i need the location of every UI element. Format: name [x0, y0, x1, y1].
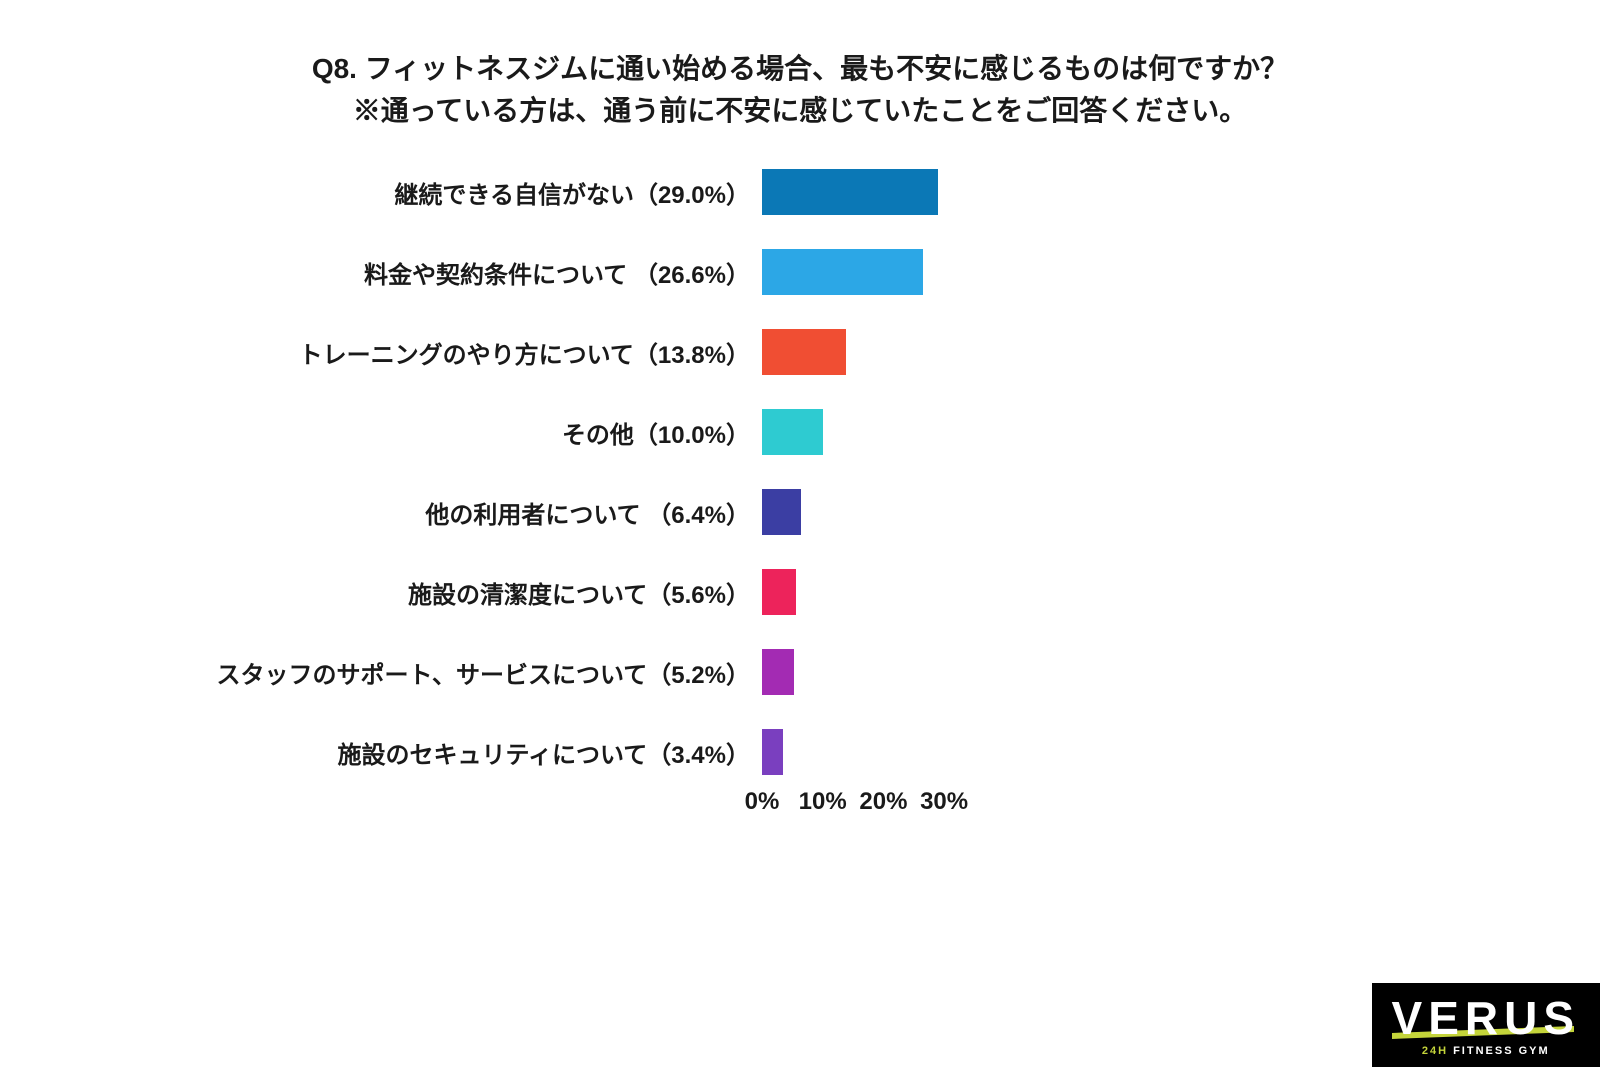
bar-label: 施設のセキュリティについて（3.4%）: [10, 735, 750, 770]
x-tick: 0%: [745, 788, 780, 816]
x-axis: 0%10%20%30%: [762, 788, 1002, 828]
chart-row: 施設のセキュリティについて（3.4%）: [0, 728, 1000, 776]
bar: [762, 729, 783, 775]
bar-label: 継続できる自信がない（29.0%）: [10, 175, 750, 210]
bar: [762, 569, 796, 615]
logo-letters: VERUS: [1392, 992, 1580, 1044]
chart-row: スタッフのサポート、サービスについて（5.2%）: [0, 648, 1000, 696]
bar: [762, 329, 846, 375]
logo-sub-accent: 24H: [1422, 1045, 1448, 1057]
chart-title: Q8. フィットネスジムに通い始める場合、最も不安に感じるものは何ですか？ ※通…: [0, 0, 1600, 132]
logo-wordmark: VERUS: [1392, 995, 1580, 1041]
chart-row: トレーニングのやり方について（13.8%）: [0, 328, 1000, 376]
bar: [762, 169, 938, 215]
bar: [762, 489, 801, 535]
x-tick: 20%: [859, 788, 907, 816]
chart-row: その他（10.0%）: [0, 408, 1000, 456]
bar-label: 施設の清潔度について（5.6%）: [10, 575, 750, 610]
bar: [762, 409, 823, 455]
bar-label: スタッフのサポート、サービスについて（5.2%）: [10, 655, 750, 690]
bar: [762, 649, 794, 695]
x-tick: 30%: [920, 788, 968, 816]
title-line-1: Q8. フィットネスジムに通い始める場合、最も不安に感じるものは何ですか？: [0, 48, 1600, 90]
bar-label: 料金や契約条件について （26.6%）: [10, 255, 750, 290]
brand-logo: VERUS 24H FITNESS GYM: [1372, 983, 1600, 1067]
title-line-2: ※通っている方は、通う前に不安に感じていたことをご回答ください。: [0, 90, 1600, 132]
chart-row: 施設の清潔度について（5.6%）: [0, 568, 1000, 616]
x-tick: 10%: [799, 788, 847, 816]
chart-row: 他の利用者について （6.4%）: [0, 488, 1000, 536]
bar-label: 他の利用者について （6.4%）: [10, 495, 750, 530]
bar-label: その他（10.0%）: [10, 415, 750, 450]
logo-subtitle: 24H FITNESS GYM: [1392, 1045, 1580, 1057]
bar: [762, 249, 923, 295]
bar-chart: 0% 10% 20% 30% 継続できる自信がない（29.0%） 料金や契約条件について…: [0, 150, 1000, 850]
logo-sub-rest: FITNESS GYM: [1448, 1045, 1550, 1057]
bar-label: トレーニングのやり方について（13.8%）: [10, 335, 750, 370]
